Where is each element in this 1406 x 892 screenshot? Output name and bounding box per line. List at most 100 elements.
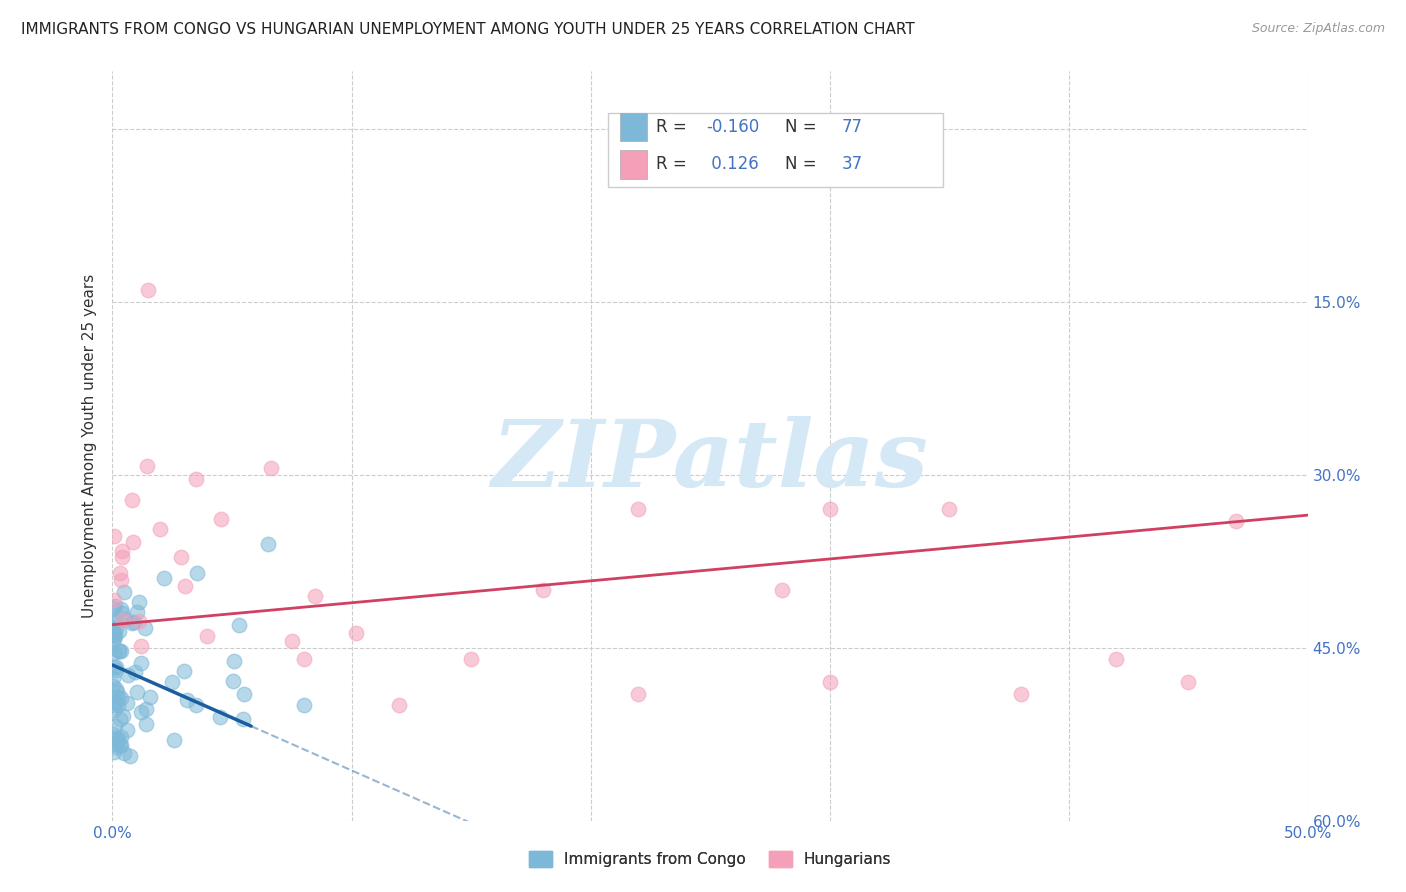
Point	[162, 675, 183, 690]
Point	[128, 614, 150, 628]
Point	[110, 566, 132, 580]
Text: -0.160: -0.160	[706, 118, 759, 136]
Point	[104, 731, 127, 745]
Point	[103, 745, 125, 759]
Point	[107, 732, 129, 747]
Point	[770, 583, 793, 598]
Point	[103, 646, 125, 660]
Point	[128, 595, 150, 609]
Point	[818, 675, 841, 690]
Text: Source: ZipAtlas.com: Source: ZipAtlas.com	[1251, 22, 1385, 36]
Point	[103, 632, 125, 646]
Point	[112, 746, 135, 760]
Point	[115, 723, 138, 738]
Text: 77: 77	[842, 118, 862, 136]
Point	[111, 613, 134, 627]
Point	[108, 738, 131, 752]
Point	[136, 458, 159, 473]
Point	[292, 698, 315, 713]
Point	[176, 692, 198, 706]
Text: 37: 37	[842, 155, 863, 173]
Point	[1105, 652, 1128, 666]
Point	[111, 708, 134, 723]
Point	[129, 657, 152, 671]
Point	[103, 593, 125, 607]
Point	[233, 687, 256, 701]
Point	[121, 534, 143, 549]
Point	[232, 713, 254, 727]
Point	[111, 550, 134, 565]
Point	[260, 461, 283, 475]
Point	[818, 502, 841, 516]
Point	[280, 633, 302, 648]
Point	[110, 690, 132, 705]
Point	[174, 579, 197, 593]
Point	[110, 644, 132, 658]
Point	[1225, 514, 1247, 528]
Point	[627, 687, 650, 701]
Point	[135, 702, 157, 716]
Point	[121, 616, 143, 631]
Point	[138, 690, 160, 704]
Point	[163, 732, 186, 747]
Point	[107, 690, 129, 705]
Point	[938, 502, 960, 516]
Bar	[609, 112, 943, 187]
Text: ZIPatlas: ZIPatlas	[492, 416, 928, 506]
Point	[344, 625, 367, 640]
Point	[105, 739, 128, 754]
Point	[103, 529, 125, 543]
Text: IMMIGRANTS FROM CONGO VS HUNGARIAN UNEMPLOYMENT AMONG YOUTH UNDER 25 YEARS CORRE: IMMIGRANTS FROM CONGO VS HUNGARIAN UNEMP…	[21, 22, 915, 37]
Text: R =: R =	[657, 155, 692, 173]
Point	[103, 615, 125, 630]
Point	[114, 612, 136, 626]
Point	[101, 698, 124, 712]
Point	[103, 679, 125, 693]
Point	[186, 698, 208, 713]
Point	[104, 621, 127, 635]
Point	[110, 738, 132, 752]
Point	[111, 543, 134, 558]
Point	[103, 628, 125, 642]
Point	[124, 665, 146, 680]
Point	[103, 631, 125, 645]
Point	[152, 571, 174, 585]
Point	[101, 601, 124, 615]
Point	[101, 621, 124, 635]
Point	[127, 684, 149, 698]
Point	[101, 671, 124, 685]
Point	[209, 710, 232, 724]
Point	[105, 685, 128, 699]
Point	[224, 654, 246, 668]
Point	[388, 698, 411, 713]
Point	[108, 644, 131, 658]
Point	[209, 512, 232, 526]
Point	[108, 624, 131, 638]
Point	[117, 667, 139, 681]
Point	[103, 737, 125, 751]
Point	[184, 472, 207, 486]
Point	[108, 643, 131, 657]
Point	[129, 639, 152, 653]
Point	[104, 695, 127, 709]
Point	[125, 605, 148, 619]
Point	[118, 749, 141, 764]
Point	[195, 629, 218, 643]
Point	[104, 599, 127, 613]
Point	[257, 537, 280, 551]
Point	[138, 284, 160, 298]
Point	[110, 731, 132, 745]
Point	[103, 659, 125, 673]
Legend: Immigrants from Congo, Hungarians: Immigrants from Congo, Hungarians	[523, 845, 897, 873]
Point	[104, 628, 127, 642]
Point	[627, 502, 650, 516]
Point	[104, 663, 127, 677]
Bar	[620, 112, 647, 141]
Point	[228, 618, 250, 632]
Point	[103, 703, 125, 717]
Point	[531, 583, 554, 598]
Point	[115, 696, 138, 710]
Point	[122, 615, 145, 629]
Point	[105, 681, 128, 696]
Point	[1010, 687, 1032, 701]
